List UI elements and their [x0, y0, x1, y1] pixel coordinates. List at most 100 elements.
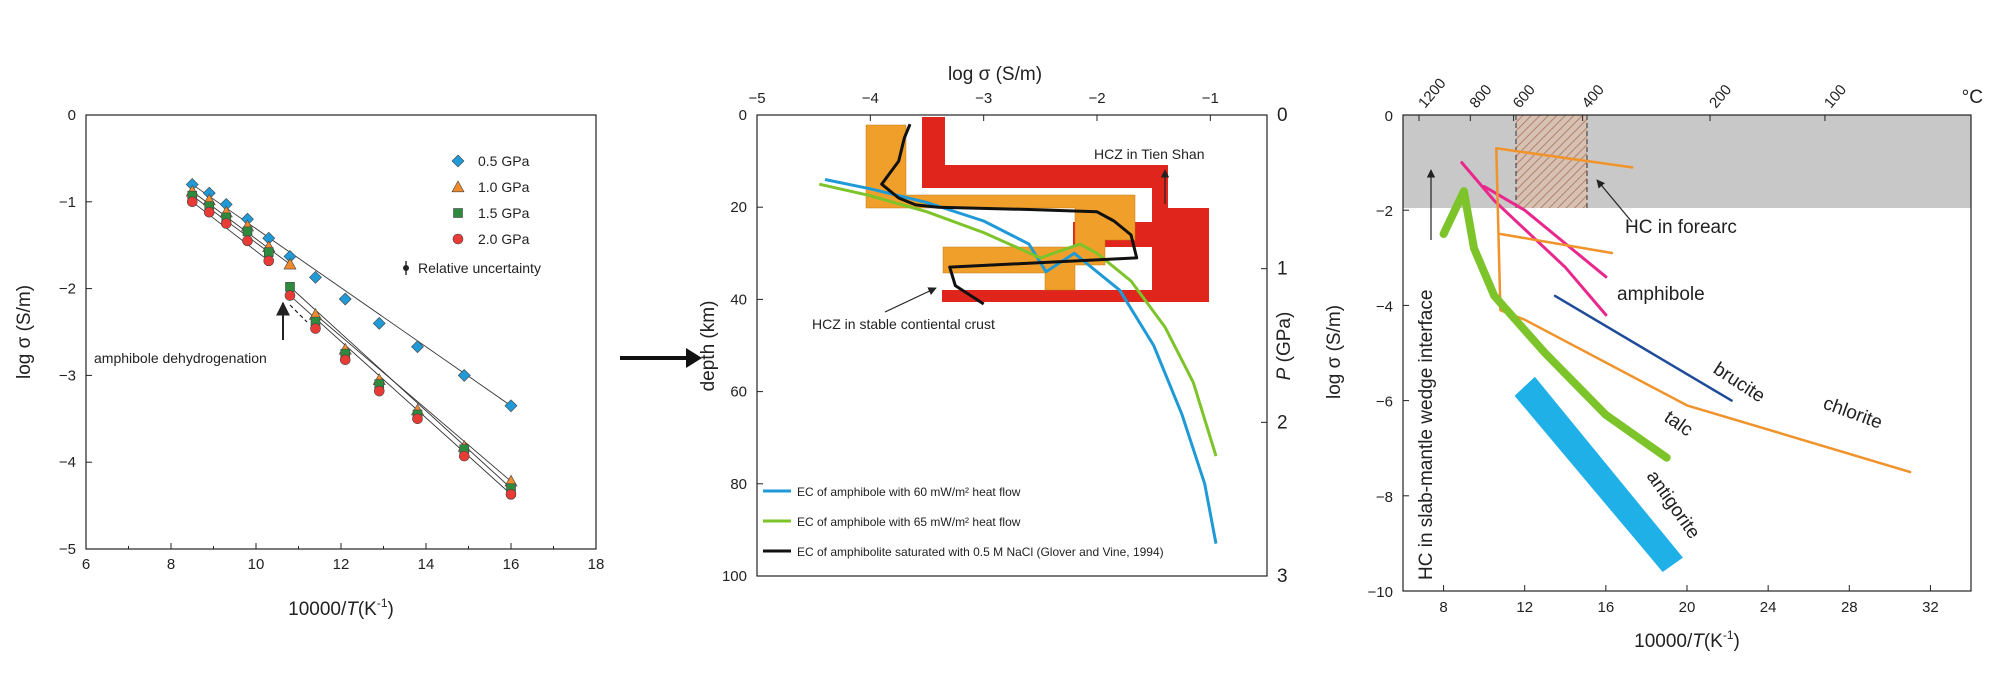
data-point — [203, 206, 215, 218]
y-tick-label: 0 — [739, 107, 747, 124]
x-tick-label: 12 — [1516, 599, 1533, 616]
legend-label: 0.5 GPa — [478, 153, 530, 169]
data-point — [457, 368, 471, 382]
antigorite-polygon — [1514, 376, 1683, 572]
y-tick-label: −3 — [59, 367, 76, 384]
top-x-tick-label: −3 — [975, 90, 992, 107]
y-tick-label: −8 — [1376, 489, 1393, 506]
label-talc: talc — [1660, 407, 1696, 441]
data-point — [458, 450, 470, 462]
x-tick-label: 24 — [1760, 599, 1777, 616]
right-y-tick-label: 2 — [1277, 412, 1288, 433]
x-tick-label: 28 — [1841, 599, 1858, 616]
x-tick-label: 14 — [418, 556, 435, 573]
annotation-hc-slab-interface: HC in slab-mantle wedge interface — [1416, 290, 1437, 580]
series-line — [1482, 184, 1608, 279]
top-x-tick-label: −2 — [1088, 90, 1105, 107]
series-line — [880, 123, 1139, 306]
panel-c: 8 12 16 20 24 28 32 0 −2 −4 −6 −8 −10 1200 800 600 400 20… — [1324, 75, 1983, 652]
x-tick-label: 12 — [333, 556, 350, 573]
data-point — [285, 282, 295, 292]
panel-a: 6 8 10 12 14 16 18 0 −1 −2 −3 −4 −5 0.5 GPa 1.0 GPa 1.… — [14, 107, 604, 620]
panel-b-annotations: HCZ in Tien Shan HCZ in stable contienta… — [812, 146, 1205, 332]
top-x-tick-label: −5 — [748, 90, 765, 107]
y-tick-label: 0 — [1385, 108, 1393, 125]
data-point — [373, 385, 385, 397]
series-line — [1495, 147, 1634, 169]
annotation-dehydrogenation: amphibole dehydrogenation — [94, 301, 308, 366]
annotation-dehydrogenation-text: amphibole dehydrogenation — [94, 350, 267, 366]
panel-b-top-xlabel: log σ (S/m) — [948, 64, 1042, 85]
data-point — [263, 255, 275, 267]
x-tick-label: 18 — [588, 556, 605, 573]
y-tick-label: −5 — [59, 541, 76, 558]
panel-c-ylabel: log σ (S/m) — [1324, 305, 1345, 399]
panel-a-xlabel: 10000/T(K-1) — [288, 596, 394, 620]
legend-label: EC of amphibole with 65 mW/m² heat flow — [797, 515, 1021, 529]
top-temp-tick-label: 800 — [1466, 81, 1495, 111]
panel-b-right-ylabel: P (GPa) — [1274, 312, 1295, 381]
right-y-tick-label: 0 — [1277, 105, 1288, 126]
top-x-tick-label: −1 — [1202, 90, 1219, 107]
y-tick-label: −2 — [1376, 203, 1393, 220]
data-point — [338, 292, 352, 306]
y-tick-label: −4 — [1376, 298, 1393, 315]
data-point — [339, 354, 351, 366]
right-arrow-icon — [620, 348, 702, 368]
series-line — [1553, 294, 1733, 402]
right-y-tick-label: 1 — [1277, 259, 1288, 280]
label-chlorite: chlorite — [1820, 393, 1885, 434]
antigorite-band — [1514, 376, 1683, 572]
data-point — [283, 257, 297, 270]
top-temp-tick-label: 400 — [1579, 81, 1608, 111]
top-temp-tick-label: 200 — [1706, 81, 1735, 111]
error-bar-dot-icon — [403, 265, 409, 271]
label-brucite: brucite — [1709, 359, 1768, 408]
series-line — [1439, 187, 1671, 462]
annotation-hc-forearc: HC in forearc — [1625, 217, 1737, 238]
top-temp-tick-label: 1200 — [1415, 75, 1449, 111]
series-line — [1499, 232, 1614, 255]
panel-b-legend: EC of amphibole with 60 mW/m² heat flow E… — [763, 485, 1164, 559]
errorbar-legend-label: Relative uncertainty — [418, 260, 541, 276]
data-point — [284, 290, 296, 301]
label-amphibole: amphibole — [1617, 284, 1705, 305]
x-tick-label: 8 — [167, 556, 175, 573]
series-line — [1495, 147, 1912, 474]
right-y-tick-label: 3 — [1277, 566, 1288, 587]
data-point — [220, 218, 232, 229]
y-tick-label: 60 — [730, 384, 747, 401]
data-point — [504, 399, 518, 413]
panel-a-legend: 0.5 GPa 1.0 GPa 1.5 GPa 2.0 GPa Relative un… — [403, 153, 541, 276]
legend-marker — [452, 233, 464, 245]
y-tick-label: −10 — [1368, 584, 1393, 601]
data-point — [310, 323, 321, 334]
data-point — [186, 196, 198, 208]
x-tick-label: 16 — [503, 556, 520, 573]
forearc-hatched-zone — [1516, 115, 1587, 208]
x-tick-label: 6 — [82, 556, 90, 573]
data-point — [263, 247, 274, 257]
data-point — [372, 316, 386, 330]
panel-b: −5 −4 −3 −2 −1 0 20 40 60 80 100 0 1 2 3 HCZ in Tien S… — [698, 64, 1295, 587]
legend-marker — [451, 180, 465, 193]
y-tick-label: −1 — [59, 194, 76, 211]
x-tick-label: 10 — [248, 556, 265, 573]
data-point — [242, 235, 253, 247]
x-tick-label: 20 — [1679, 599, 1696, 616]
data-point — [411, 340, 424, 354]
legend-marker — [453, 208, 463, 218]
legend-label: EC of amphibolite saturated with 0.5 M N… — [797, 545, 1164, 559]
legend-label: 1.5 GPa — [478, 205, 530, 221]
x-tick-label: 16 — [1598, 599, 1615, 616]
panel-c-xlabel: 10000/T(K-1) — [1634, 628, 1740, 652]
panel-b-series — [818, 123, 1218, 544]
x-tick-label: 8 — [1439, 599, 1447, 616]
legend-marker — [451, 154, 465, 168]
data-point — [242, 226, 253, 237]
y-tick-label: 40 — [730, 291, 747, 308]
y-tick-label: 0 — [68, 107, 76, 124]
panel-b-axes: −5 −4 −3 −2 −1 0 20 40 60 80 100 0 1 2 3 — [722, 90, 1288, 587]
hcz-tien-shan-zone — [922, 117, 1209, 302]
